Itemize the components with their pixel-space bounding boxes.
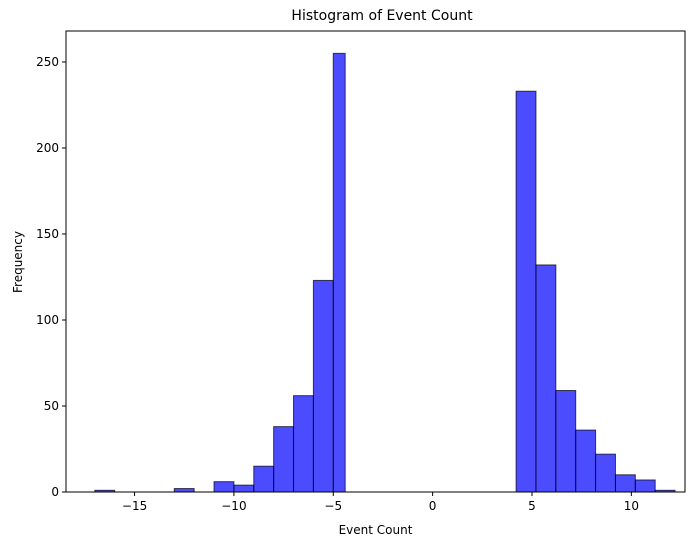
y-tick-label-1: 50 [44,399,59,413]
plot-frame [65,30,686,493]
histogram-bar-11 [555,390,577,493]
chart-title: Histogram of Event Count [291,8,473,24]
y-tick-label-0: 0 [51,485,59,499]
x-tick-label-0: −15 [122,499,147,513]
histogram-bar-14 [614,474,636,493]
x-tick-label-3: 0 [429,499,437,513]
y-axis-ticks: 0 50 100 150 200 250 [36,55,66,499]
histogram-bar-10 [535,264,557,493]
x-tick-label-1: −10 [221,499,246,513]
x-axis-label: Event Count [339,523,413,537]
histogram-bar-6 [293,395,314,493]
x-tick-label-5: 10 [624,499,639,513]
histogram-bar-12 [575,429,597,493]
histogram-bar-1 [173,488,195,493]
histogram-bar-13 [595,453,616,493]
x-axis-ticks: −15 −10 −5 0 5 10 [122,492,639,513]
y-tick-label-3: 150 [36,227,59,241]
y-axis-label: Frequency [11,231,25,293]
x-tick-label-2: −5 [324,499,342,513]
y-tick-label-2: 100 [36,313,59,327]
histogram-bar-8 [332,52,346,493]
y-tick-label-5: 250 [36,55,59,69]
histogram-bar-15 [634,479,656,493]
bars-group [94,52,676,493]
y-tick-label-4: 200 [36,141,59,155]
histogram-bar-7 [312,279,334,493]
histogram-bar-5 [273,426,295,493]
histogram-bar-9 [515,90,537,493]
histogram-bar-2 [213,481,235,493]
x-tick-label-4: 5 [528,499,536,513]
histogram-bar-3 [233,484,255,493]
histogram-bar-4 [253,465,275,493]
